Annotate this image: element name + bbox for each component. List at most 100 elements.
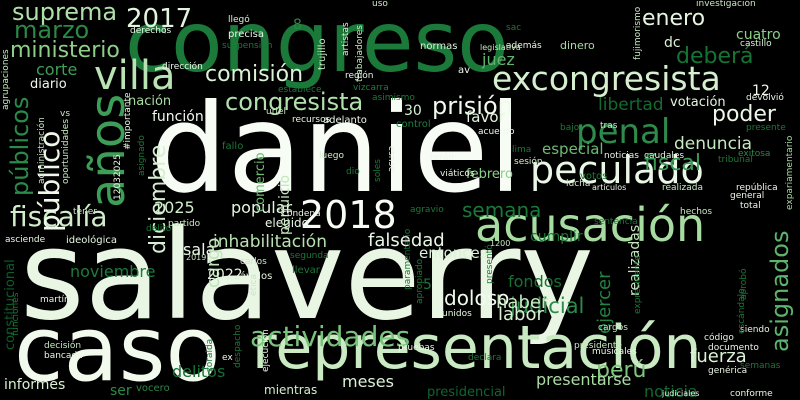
word: ávalos bbox=[240, 271, 273, 282]
word: haber bbox=[496, 292, 549, 313]
word: dinero bbox=[560, 39, 595, 52]
word: semanas bbox=[740, 361, 781, 371]
word: actividades bbox=[250, 320, 411, 353]
word: código bbox=[704, 333, 734, 343]
word: perjuicio bbox=[277, 174, 293, 235]
word: comercio bbox=[253, 152, 268, 212]
word: sac bbox=[506, 23, 522, 33]
word: paramentario bbox=[403, 228, 413, 290]
word: dio bbox=[346, 167, 360, 177]
word: legislativa bbox=[480, 43, 521, 52]
word: castillo bbox=[740, 39, 772, 49]
word: acuerdo bbox=[478, 127, 515, 137]
word: delitos bbox=[172, 362, 226, 381]
word: fiscal bbox=[644, 151, 702, 176]
word: adelanto bbox=[323, 115, 367, 126]
word: conforme bbox=[730, 389, 773, 399]
word: viáticos bbox=[440, 169, 475, 179]
word: trujillo bbox=[317, 38, 328, 70]
word: asignado bbox=[137, 135, 147, 176]
word: congresista bbox=[225, 88, 364, 116]
word: establece bbox=[278, 85, 322, 95]
word: caso bbox=[14, 297, 221, 400]
word: cumplir bbox=[530, 229, 583, 245]
word: penal bbox=[576, 112, 671, 152]
word: públicos bbox=[6, 96, 34, 196]
word: 2018 bbox=[300, 193, 397, 237]
word: falsedad bbox=[368, 230, 445, 251]
word: tener bbox=[73, 207, 98, 217]
word: región bbox=[345, 71, 374, 81]
word: además bbox=[506, 41, 542, 51]
word: aprobó bbox=[739, 268, 749, 300]
word: labor bbox=[498, 304, 544, 325]
word: libertad bbox=[598, 95, 664, 115]
word: agravio bbox=[410, 205, 444, 215]
word: judiciales bbox=[662, 389, 700, 398]
word: musicales bbox=[592, 347, 637, 357]
word: votos bbox=[580, 171, 608, 182]
word: ideológica bbox=[66, 235, 118, 246]
word: 2017 bbox=[126, 4, 193, 34]
word: vs bbox=[60, 109, 71, 119]
word: inhabilitación bbox=[213, 232, 327, 252]
word: uso bbox=[372, 0, 388, 9]
word: zoraida bbox=[205, 338, 215, 372]
word: 2022 bbox=[207, 267, 243, 283]
word: 12032025 bbox=[113, 154, 123, 200]
word: votación bbox=[670, 95, 726, 110]
word: asciende bbox=[5, 235, 46, 245]
word: derechos bbox=[130, 26, 172, 36]
word: 2019 bbox=[186, 253, 207, 262]
word: fallo bbox=[222, 141, 244, 152]
word: pruebas bbox=[398, 343, 435, 353]
word: 12 bbox=[752, 83, 770, 99]
word: investigación bbox=[696, 0, 756, 9]
word: uriel bbox=[266, 107, 286, 117]
word: presentarse bbox=[536, 370, 632, 389]
word: condena bbox=[282, 209, 321, 219]
word: artistas bbox=[341, 22, 351, 56]
word: meses bbox=[342, 372, 394, 391]
word: ética bbox=[249, 273, 259, 296]
word: segunda bbox=[290, 251, 329, 261]
word: #importante bbox=[123, 92, 133, 150]
word: martín bbox=[40, 295, 70, 305]
word: popular bbox=[231, 198, 293, 217]
word: acusa bbox=[387, 145, 397, 172]
word: informes bbox=[4, 377, 66, 393]
word: total bbox=[740, 201, 761, 211]
word: delito bbox=[146, 224, 172, 234]
word: expariamentario bbox=[785, 135, 795, 210]
word: febrero bbox=[466, 167, 513, 182]
word: 5 bbox=[423, 277, 432, 293]
word: 2025 bbox=[154, 198, 195, 217]
word: república bbox=[736, 183, 778, 193]
word: fondos bbox=[508, 272, 562, 291]
word: oportunidades bbox=[61, 118, 71, 184]
word: función bbox=[152, 109, 204, 125]
word: asimismo bbox=[372, 93, 415, 103]
word: artículos bbox=[592, 183, 627, 192]
word: vocero bbox=[136, 383, 170, 394]
word: dc bbox=[664, 35, 681, 51]
word: control bbox=[396, 119, 431, 130]
word: doloso bbox=[444, 286, 510, 310]
word: tribunal bbox=[718, 155, 753, 165]
word: ex bbox=[222, 353, 233, 363]
word: devolvió bbox=[746, 93, 784, 103]
word: cuatro bbox=[736, 27, 781, 43]
word: av bbox=[458, 65, 471, 76]
word: despacho bbox=[233, 324, 243, 368]
word: presidente bbox=[574, 341, 622, 351]
word: acusación bbox=[475, 198, 706, 252]
word: terán bbox=[430, 153, 454, 163]
word: fuerza bbox=[690, 346, 747, 367]
word: excongresista bbox=[492, 59, 721, 98]
word: hechos bbox=[680, 207, 713, 217]
word: partido bbox=[168, 219, 201, 229]
word: documento bbox=[708, 343, 759, 353]
word: favor bbox=[466, 108, 505, 126]
word: congreso bbox=[125, 0, 509, 91]
